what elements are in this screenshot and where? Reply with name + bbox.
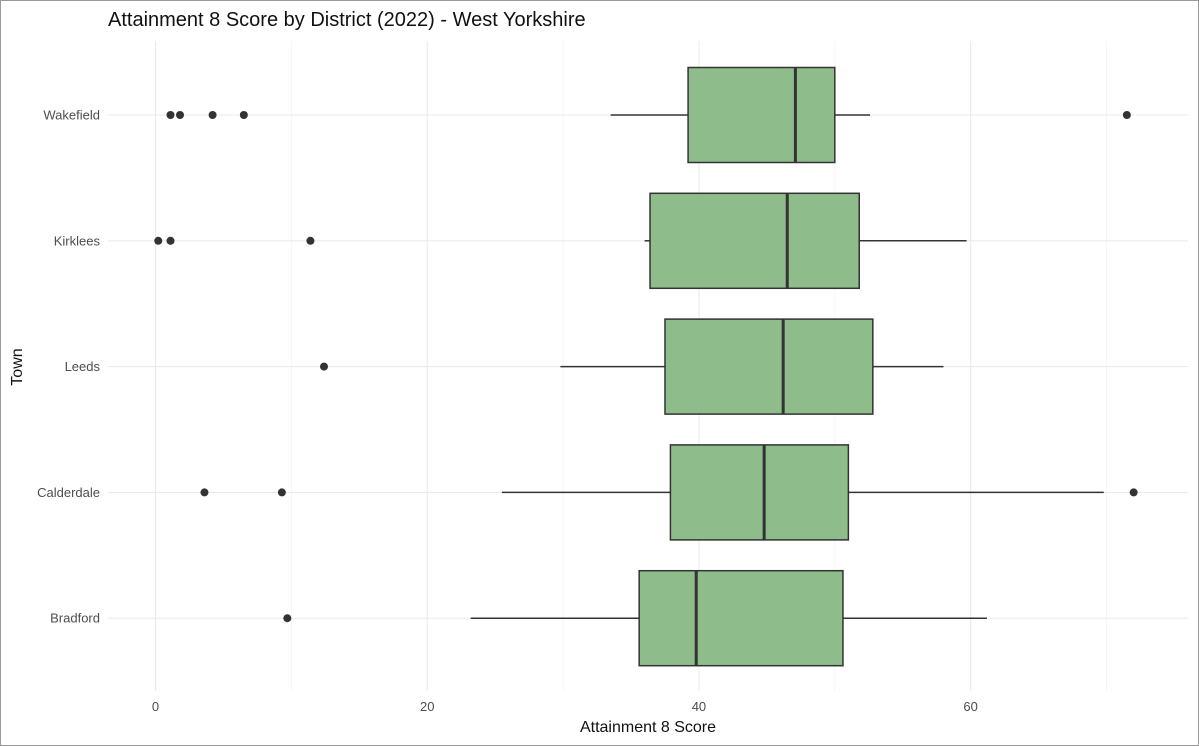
- y-axis-title: Town: [9, 348, 26, 385]
- chart-title: Attainment 8 Score by District (2022) - …: [108, 9, 586, 31]
- outlier-point: [208, 111, 217, 119]
- iqr-box: [638, 569, 844, 667]
- x-axis-title: Attainment 8 Score: [580, 719, 716, 736]
- y-tick-label: Leeds: [65, 359, 101, 374]
- box-calderdale: [200, 444, 1138, 541]
- iqr-box: [649, 192, 860, 290]
- box-bradford: [283, 569, 987, 667]
- outlier-point: [1129, 488, 1138, 497]
- box-leeds: [320, 318, 944, 415]
- outlier-point: [306, 236, 315, 245]
- outlier-point: [239, 111, 248, 119]
- outlier-point: [176, 111, 184, 119]
- iqr-box: [669, 444, 850, 541]
- x-tick-label: 20: [420, 699, 434, 714]
- box-kirklees: [154, 192, 967, 290]
- y-tick-label: Kirklees: [54, 233, 101, 248]
- outlier-point: [1122, 111, 1131, 119]
- iqr-box: [664, 318, 874, 415]
- outlier-point: [320, 362, 328, 371]
- outlier-point: [154, 236, 163, 245]
- x-tick-label: 0: [152, 699, 159, 714]
- x-tick-labels: 0 20 40 60: [152, 699, 978, 714]
- x-tick-label: 60: [963, 699, 977, 714]
- y-tick-label: Wakefield: [43, 108, 100, 123]
- outlier-point: [200, 488, 209, 497]
- boxes: [154, 66, 1138, 667]
- y-tick-labels: Wakefield Kirklees Leeds Calderdale Bradford: [37, 108, 100, 626]
- outlier-point: [166, 236, 175, 245]
- iqr-box: [687, 66, 836, 164]
- y-tick-label: Bradford: [50, 611, 100, 626]
- outlier-point: [277, 488, 286, 497]
- box-wakefield: [166, 66, 1131, 164]
- outlier-point: [166, 111, 175, 119]
- x-tick-label: 40: [692, 699, 706, 714]
- outlier-point: [283, 614, 292, 623]
- y-tick-label: Calderdale: [37, 485, 100, 500]
